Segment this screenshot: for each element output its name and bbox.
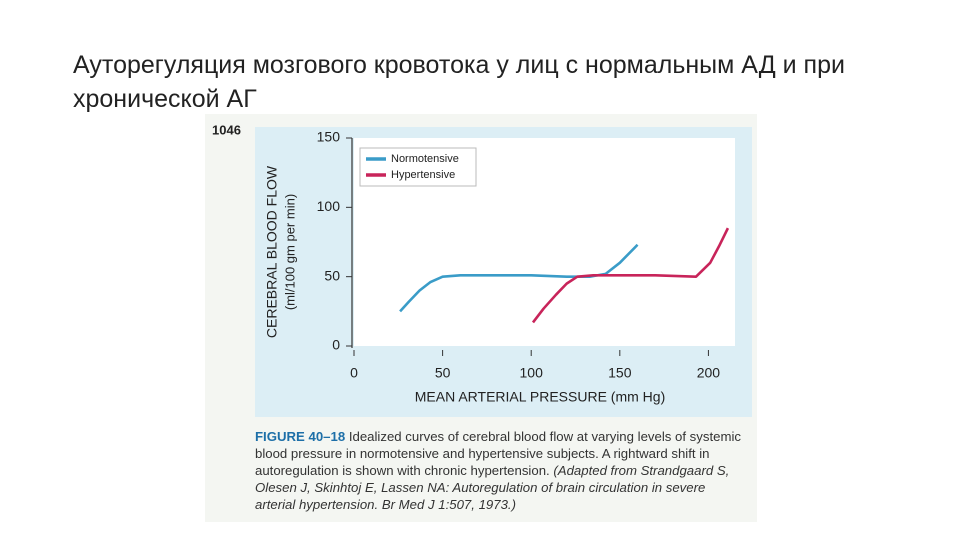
y-tick-label: 150 <box>317 129 341 145</box>
series-line <box>399 243 639 313</box>
caption-text: Idealized curves of cerebral blood flow … <box>255 429 741 478</box>
y-tick-label: 100 <box>317 198 341 214</box>
y-axis-units: (ml/100 gm per min) <box>282 194 297 310</box>
x-tick-label: 200 <box>697 365 721 381</box>
y-axis-label: CEREBRAL BLOOD FLOW <box>264 165 280 338</box>
caption-source: (Adapted from Strandgaard S, Olesen J, S… <box>255 463 730 512</box>
figure-caption: FIGURE 40–18 Idealized curves of cerebra… <box>255 428 745 513</box>
x-tick-label: 100 <box>520 365 544 381</box>
x-tick-label: 150 <box>608 365 632 381</box>
legend-box <box>359 147 477 187</box>
legend-label: Normotensive <box>391 153 459 165</box>
slide-title: Ауторегуляция мозгового кровотока у лиц … <box>73 51 845 113</box>
x-tick-label: 0 <box>350 365 358 381</box>
x-axis-label: MEAN ARTERIAL PRESSURE (mm Hg) <box>415 389 666 405</box>
series-line <box>531 227 730 324</box>
y-tick-label: 0 <box>332 337 340 353</box>
page-number: 1046 <box>212 122 241 137</box>
caption-label: FIGURE 40–18 <box>255 429 346 444</box>
legend-label: Hypertensive <box>391 169 455 181</box>
x-tick-label: 50 <box>435 365 451 381</box>
y-tick-label: 50 <box>324 267 340 283</box>
